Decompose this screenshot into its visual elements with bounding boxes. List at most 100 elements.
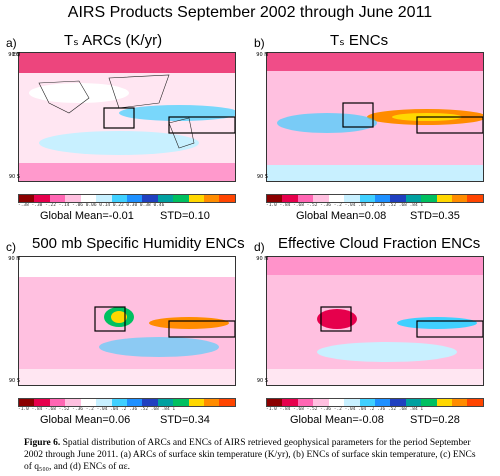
colorbar-b-ticks: -1.0 -.84 -.68 -.52 -.36 -.2 -.04 .04 .2… — [266, 203, 424, 208]
colorbar-swatch — [267, 195, 283, 202]
colorbar-swatch — [65, 399, 81, 406]
lat-label: 90 N — [256, 256, 268, 262]
colorbar-swatch — [173, 399, 189, 406]
colorbar-swatch — [390, 399, 406, 406]
colorbar-swatch — [34, 195, 50, 202]
colorbar-swatch — [405, 399, 422, 406]
colorbar-swatch — [34, 399, 50, 406]
colorbar-swatch — [297, 195, 314, 202]
colorbar-a-ticks: -.38 -.30 -.22 -.14 -.06 0.06 0.14 0.22 … — [18, 203, 165, 208]
colorbar-swatch — [157, 399, 174, 406]
colorbar-swatch — [219, 195, 235, 202]
heatmap-c — [19, 257, 235, 385]
panel-b-mean: Global Mean=0.08 — [296, 210, 387, 222]
colorbar-c-ticks: -1.0 -.84 -.68 -.52 -.36 -.2 -.04 .04 .2… — [18, 407, 176, 412]
colorbar-swatch — [390, 195, 406, 202]
colorbar-swatch — [344, 399, 360, 406]
colorbar-swatch — [282, 195, 298, 202]
panel-a-mean: Global Mean=-0.01 — [40, 210, 134, 222]
colorbar-swatch — [374, 195, 391, 202]
lat-label: 90 N — [8, 52, 20, 58]
colorbar-swatch — [344, 195, 360, 202]
panel-d-letter: d) — [254, 240, 265, 254]
lat-label: 90 S — [256, 378, 268, 384]
figure-title: AIRS Products September 2002 through Jun… — [67, 4, 433, 21]
panel-a-title: Tₛ ARCs (K/yr) — [64, 32, 163, 49]
colorbar-swatch — [49, 195, 66, 202]
panel-d-mean: Global Mean=-0.08 — [290, 414, 384, 426]
colorbar-swatch — [313, 399, 329, 406]
panel-a: 90 N EQ 90 S — [6, 52, 236, 192]
colorbar-swatch — [436, 399, 453, 406]
lat-label: 90 N — [8, 256, 20, 262]
colorbar-swatch — [80, 195, 97, 202]
map-a — [18, 52, 236, 182]
colorbar-swatch — [267, 399, 283, 406]
colorbar-swatch — [436, 195, 453, 202]
map-c — [18, 256, 236, 386]
colorbar-swatch — [173, 195, 189, 202]
colorbar-swatch — [421, 195, 437, 202]
colorbar-swatch — [405, 195, 422, 202]
colorbar-swatch — [204, 195, 220, 202]
heatmap-a — [19, 53, 235, 181]
colorbar-swatch — [282, 399, 298, 406]
panel-b: 90 N 90 S — [254, 52, 484, 192]
panel-b-title: Tₛ ENCs — [330, 32, 389, 49]
colorbar-swatch — [328, 195, 345, 202]
colorbar-swatch — [452, 195, 468, 202]
lat-label: 90 S — [256, 174, 268, 180]
panel-a-std: STD=0.10 — [160, 210, 210, 222]
colorbar-swatch — [359, 195, 375, 202]
panel-d-title: Effective Cloud Fraction ENCs — [278, 235, 481, 252]
panel-c-letter: c) — [6, 240, 16, 254]
panel-c-title: 500 mb Specific Humidity ENCs — [32, 235, 245, 252]
panel-b-letter: b) — [254, 36, 265, 50]
colorbar-swatch — [219, 399, 235, 406]
caption-label: Figure 6. — [24, 438, 61, 448]
colorbar-d — [266, 398, 484, 407]
colorbar-swatch — [359, 399, 375, 406]
panel-d: 90 N 90 S — [254, 256, 484, 396]
map-b — [266, 52, 484, 182]
colorbar-d-ticks: -1.0 -.84 -.68 -.52 -.36 -.2 -.04 .04 .2… — [266, 407, 424, 412]
colorbar-swatch — [142, 195, 158, 202]
colorbar-swatch — [188, 399, 205, 406]
colorbar-b — [266, 194, 484, 203]
heatmap-d — [267, 257, 483, 385]
colorbar-swatch — [313, 195, 329, 202]
colorbar-swatch — [49, 399, 66, 406]
caption-text: Spatial distribution of ARCs and ENCs of… — [24, 438, 476, 472]
colorbar-swatch — [111, 399, 127, 406]
colorbar-swatch — [297, 399, 314, 406]
colorbar-swatch — [188, 195, 205, 202]
colorbar-swatch — [421, 399, 437, 406]
heatmap-b — [267, 53, 483, 181]
colorbar-swatch — [19, 399, 35, 406]
panel-c-mean: Global Mean=0.06 — [40, 414, 131, 426]
panel-b-std: STD=0.35 — [410, 210, 460, 222]
panel-c: 90 N 90 S — [6, 256, 236, 396]
colorbar-c — [18, 398, 236, 407]
colorbar-swatch — [374, 399, 391, 406]
colorbar-a — [18, 194, 236, 203]
colorbar-swatch — [19, 195, 35, 202]
colorbar-swatch — [452, 399, 468, 406]
figure-caption: Figure 6. Spatial distribution of ARCs a… — [24, 437, 484, 473]
colorbar-swatch — [142, 399, 158, 406]
lat-label: 90 S — [8, 378, 20, 384]
colorbar-swatch — [328, 399, 345, 406]
colorbar-swatch — [111, 195, 127, 202]
colorbar-swatch — [65, 195, 81, 202]
colorbar-swatch — [467, 399, 483, 406]
panel-a-letter: a) — [6, 36, 17, 50]
lat-label: 90 S — [8, 174, 20, 180]
panel-c-std: STD=0.34 — [160, 414, 210, 426]
colorbar-swatch — [126, 399, 143, 406]
lat-label: EQ — [12, 52, 20, 58]
colorbar-swatch — [96, 399, 112, 406]
colorbar-swatch — [204, 399, 220, 406]
colorbar-swatch — [126, 195, 143, 202]
panel-d-std: STD=0.28 — [410, 414, 460, 426]
colorbar-swatch — [157, 195, 174, 202]
